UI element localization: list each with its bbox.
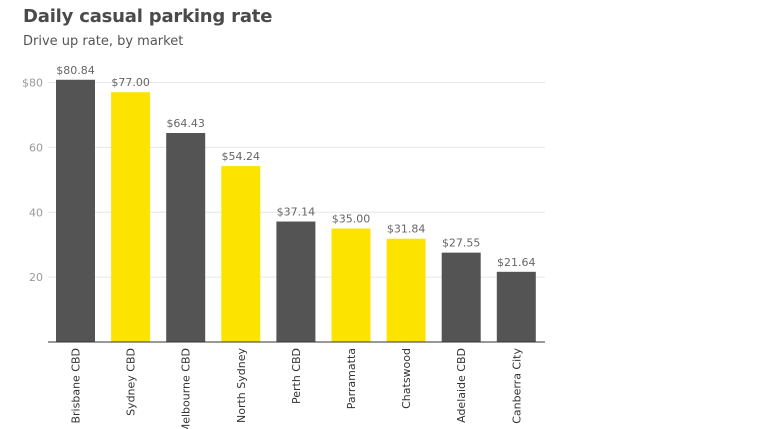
bar-brisbane-cbd [56,79,95,342]
x-tick-label: Canberra City [510,348,523,424]
y-tick-label: $80 [22,77,43,90]
x-tick-label: North Sydney [235,348,248,423]
x-tick-label: Parramatta [345,348,358,409]
data-label: $80.84 [56,64,95,77]
x-tick-label: Sydney CBD [125,348,138,416]
bar-canberra-city [496,271,536,342]
data-label: $77.00 [111,76,150,89]
x-tick-label: Chatswood [400,348,413,409]
x-axis: Brisbane CBD Sydney CBD Melbourne CBD North… [48,341,545,429]
chart-title: Daily casual parking rate [23,6,273,27]
bar-chatswood [386,238,426,342]
x-tick-label: Perth CBD [290,348,303,404]
data-labels: $80.84 $77.00 $64.43 $54.24 $37.14 $35.00 $31.… [56,64,535,269]
bar-north-sydney [221,166,261,342]
bar-parramatta [331,228,371,342]
x-tick-label: Brisbane CBD [70,348,83,424]
bar-sydney-cbd [111,92,151,342]
y-tick-label: 40 [29,206,43,219]
data-label: $27.55 [442,237,481,250]
bars [56,79,536,342]
bar-adelaide-cbd [441,252,481,342]
bar-melbourne-cbd [166,133,206,342]
bar-perth-cbd [276,221,316,342]
chart-subtitle: Drive up rate, by market [23,34,184,49]
data-label: $35.00 [332,212,371,225]
y-tick-label: 60 [29,141,43,154]
x-tick-label: Adelaide CBD [455,348,468,423]
y-axis: 20 40 60 $80 [22,77,43,285]
data-label: $21.64 [497,256,536,269]
x-tick-label: Melbourne CBD [180,348,193,429]
data-label: $31.84 [387,223,426,236]
data-label: $37.14 [277,206,316,219]
y-tick-label: 20 [29,271,43,284]
data-label: $64.43 [166,117,205,130]
data-label: $54.24 [222,150,261,163]
